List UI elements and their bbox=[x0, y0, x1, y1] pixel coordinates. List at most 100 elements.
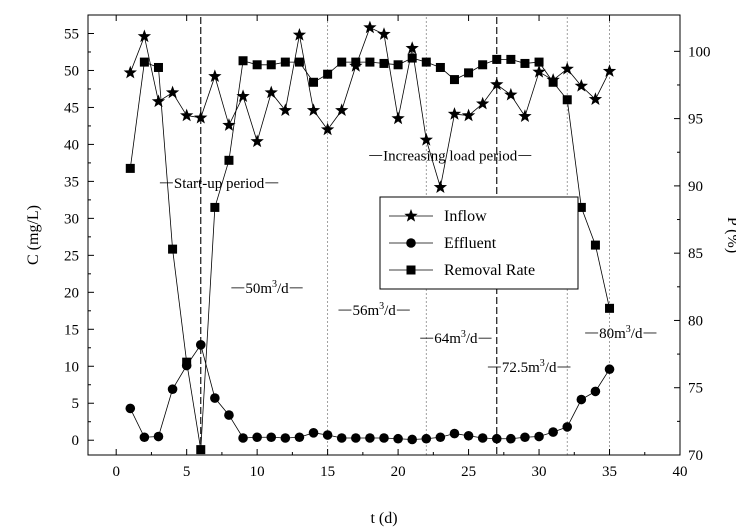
data-point bbox=[532, 64, 546, 78]
data-point bbox=[125, 163, 135, 173]
data-point bbox=[435, 432, 446, 443]
data-point bbox=[336, 433, 347, 443]
period-dividers bbox=[200, 17, 610, 455]
data-point bbox=[167, 384, 178, 394]
data-point bbox=[379, 58, 389, 68]
data-point bbox=[236, 89, 250, 103]
data-point bbox=[433, 180, 448, 193]
data-point bbox=[196, 445, 206, 455]
data-point bbox=[379, 433, 389, 443]
legend-label: Effluent bbox=[444, 235, 497, 252]
data-point bbox=[320, 122, 335, 136]
data-point bbox=[520, 58, 530, 68]
y-right-tick-label: 90 bbox=[688, 179, 703, 195]
x-tick-label: 5 bbox=[183, 464, 191, 480]
data-point bbox=[224, 155, 234, 165]
y-right-tick-label: 100 bbox=[688, 44, 711, 60]
data-point bbox=[125, 403, 136, 414]
data-point bbox=[576, 394, 587, 405]
annotation-label: 56m3/d bbox=[352, 301, 396, 319]
data-point bbox=[478, 60, 488, 70]
y-right-tick-label: 80 bbox=[688, 313, 703, 329]
x-tick-label: 0 bbox=[112, 464, 120, 480]
data-point bbox=[165, 85, 180, 99]
annotation-label: Start-up period bbox=[174, 176, 265, 192]
data-point bbox=[322, 430, 333, 440]
data-point bbox=[365, 57, 375, 67]
data-point bbox=[252, 60, 262, 70]
data-point bbox=[588, 92, 603, 105]
data-point bbox=[365, 433, 375, 443]
series-removal-rate bbox=[125, 53, 615, 455]
series-layer bbox=[123, 20, 617, 455]
data-point bbox=[574, 78, 588, 92]
data-point bbox=[195, 340, 206, 350]
data-point bbox=[280, 57, 290, 67]
data-point bbox=[407, 53, 417, 63]
data-point bbox=[463, 430, 474, 441]
data-point bbox=[323, 69, 333, 79]
legend-label: Removal Rate bbox=[444, 262, 535, 279]
series-line bbox=[129, 27, 610, 188]
x-tick-label: 40 bbox=[673, 464, 688, 480]
legend-marker-star bbox=[404, 209, 418, 222]
data-point bbox=[604, 364, 615, 375]
series-inflow bbox=[123, 20, 617, 193]
legend-entry: Effluent bbox=[389, 235, 497, 252]
data-point bbox=[292, 27, 307, 41]
y-left-tick-label: 20 bbox=[64, 285, 79, 301]
data-point bbox=[506, 54, 516, 64]
data-point bbox=[534, 57, 544, 67]
data-point bbox=[123, 65, 137, 79]
x-tick-label: 20 bbox=[391, 464, 406, 480]
annotation-label: 72.5m3/d bbox=[502, 358, 557, 376]
data-point bbox=[137, 29, 152, 43]
axes: 0 5 10 15 20 25 30 35 40 0 5 10 15 20 25 30 35 40 45 50 55 70… bbox=[25, 14, 736, 527]
y-left-tick-label: 45 bbox=[64, 100, 79, 116]
data-point bbox=[278, 103, 292, 117]
data-point bbox=[337, 57, 347, 67]
data-point bbox=[351, 57, 361, 67]
data-point bbox=[294, 57, 304, 67]
legend-entry: Inflow bbox=[389, 208, 487, 225]
y-right-axis-title: P (%) bbox=[724, 217, 736, 253]
data-point bbox=[534, 431, 544, 442]
y-left-tick-label: 55 bbox=[64, 26, 79, 42]
annotation-label: Increasing load period bbox=[383, 149, 518, 165]
annotation-label: 80m3/d bbox=[599, 324, 643, 342]
data-point bbox=[306, 103, 321, 117]
data-point bbox=[266, 432, 277, 443]
data-point bbox=[153, 62, 163, 72]
x-axis-title: t (d) bbox=[370, 510, 397, 527]
data-point bbox=[560, 61, 574, 75]
data-point bbox=[238, 56, 248, 66]
data-point bbox=[294, 432, 305, 443]
annotation-label: 64m3/d bbox=[434, 329, 478, 347]
data-point bbox=[266, 60, 276, 70]
x-tick-label: 35 bbox=[602, 464, 617, 480]
y-left-tick-label: 5 bbox=[72, 396, 80, 412]
data-point bbox=[363, 20, 377, 34]
data-point bbox=[393, 433, 403, 444]
data-point bbox=[391, 111, 405, 125]
data-point bbox=[602, 64, 617, 77]
data-point bbox=[419, 132, 433, 146]
y-right-tick-label: 85 bbox=[688, 246, 703, 262]
data-point bbox=[208, 69, 222, 83]
data-point bbox=[280, 433, 291, 443]
y-left-tick-label: 40 bbox=[64, 137, 79, 153]
data-point bbox=[377, 27, 391, 40]
x-tick-label: 30 bbox=[532, 464, 547, 480]
y-right-tick-label: 70 bbox=[688, 448, 703, 464]
data-point bbox=[421, 57, 431, 67]
data-point bbox=[490, 77, 504, 91]
data-point bbox=[492, 54, 502, 64]
data-point bbox=[476, 96, 490, 110]
legend: Inflow Effluent Removal Rate bbox=[379, 196, 579, 290]
x-tick-label: 25 bbox=[461, 464, 476, 480]
data-point bbox=[520, 432, 530, 443]
data-point bbox=[405, 41, 419, 54]
y-left-tick-label: 30 bbox=[64, 211, 79, 227]
data-point bbox=[491, 433, 502, 444]
y-left-tick-label: 15 bbox=[64, 322, 79, 338]
